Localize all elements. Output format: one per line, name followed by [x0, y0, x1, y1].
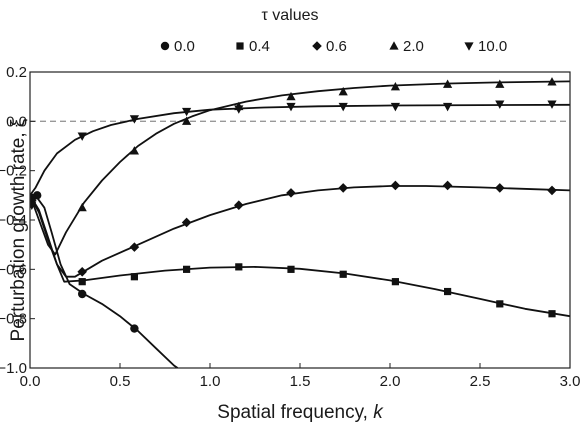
data-point-0.4: [548, 310, 556, 318]
legend-marker-2.0: [389, 41, 399, 50]
data-point-0.6: [442, 180, 453, 191]
data-point-2.0: [443, 79, 453, 88]
legend-marker-0.6: [312, 41, 322, 51]
data-point-0.4: [287, 265, 295, 273]
data-point-0.6: [129, 242, 140, 252]
legend-label: 0.4: [249, 38, 270, 55]
legend-item-10.0: 10.0: [464, 38, 507, 55]
x-axis-title: Spatial frequency, k: [217, 402, 384, 423]
x-tick-label: 1.5: [290, 373, 311, 390]
series-line-0.0: [30, 194, 179, 368]
data-point-0.6: [390, 180, 401, 191]
plot-frame: [29, 71, 571, 369]
series-line-0.6: [30, 185, 570, 278]
x-tick-label: 0.5: [110, 373, 131, 390]
data-point-2.0: [338, 86, 348, 96]
y-axis-title: Perturbation growth rate, ξ: [8, 118, 29, 341]
legend-label: 10.0: [478, 38, 507, 55]
data-point-0.6: [547, 185, 557, 196]
data-point-0.4: [183, 265, 191, 273]
data-point-0.6: [338, 183, 348, 193]
data-point-0.4: [391, 278, 399, 286]
x-tick-label: 0.0: [20, 373, 41, 390]
y-tick-label: −1.0: [0, 360, 27, 377]
data-point-0.4: [130, 273, 138, 281]
legend-marker-10.0: [464, 42, 474, 51]
x-tick-label: 3.0: [560, 373, 581, 390]
data-point-2.0: [286, 91, 296, 101]
legend-label: 0.6: [326, 38, 347, 55]
data-point-0.4: [78, 278, 86, 286]
y-tick-label: −0.4: [0, 212, 27, 229]
legend-item-0.4: 0.4: [236, 38, 270, 55]
series-0.4: [30, 194, 570, 318]
data-point-10.0: [390, 102, 400, 112]
legend-item-2.0: 2.0: [389, 38, 424, 55]
x-tick-label: 2.5: [470, 373, 491, 390]
data-point-0.6: [77, 267, 87, 277]
series-line-2.0: [30, 80, 570, 256]
data-point-10.0: [234, 105, 244, 114]
y-tick-label: −0.8: [0, 311, 27, 328]
legend-item-0.6: 0.6: [312, 38, 347, 55]
data-point-10.0: [129, 115, 139, 124]
x-tick-label: 1.0: [200, 373, 221, 390]
data-point-10.0: [182, 107, 192, 117]
data-point-2.0: [182, 116, 192, 125]
x-axis-title-text: Spatial frequency,: [217, 402, 373, 423]
data-point-0.4: [496, 300, 504, 308]
data-point-0.0: [130, 324, 139, 333]
y-tick-label: 0.2: [6, 64, 27, 81]
data-point-2.0: [495, 79, 505, 88]
legend-item-0.0: 0.0: [160, 38, 195, 55]
data-point-0.4: [339, 270, 347, 278]
data-point-10.0: [443, 102, 453, 112]
series-line-10.0: [30, 103, 570, 196]
x-axis-title-variable: k: [373, 402, 384, 423]
plot-area: [30, 77, 570, 368]
series-0.0: [30, 191, 179, 368]
y-axis: 0.2 0.0 −0.2 −0.4 −0.6 −0.8 −1.0: [0, 64, 35, 377]
data-point-10.0: [338, 102, 348, 112]
data-point-0.6: [495, 183, 505, 193]
legend-title: τ values: [261, 7, 318, 24]
data-point-0.6: [286, 188, 296, 198]
y-tick-label: −0.2: [0, 163, 27, 180]
data-point-0.0: [78, 289, 87, 299]
data-point-0.6: [234, 200, 244, 210]
x-axis: 0.0 0.5 1.0 1.5 2.0 2.5 3.0: [20, 363, 581, 390]
data-point-0.4: [444, 287, 452, 296]
data-point-0.4: [235, 263, 243, 271]
legend-marker-0.0: [160, 41, 170, 51]
legend: τ values 0.0 0.4 0.6 2.0 10.0: [160, 7, 507, 55]
data-point-2.0: [547, 77, 557, 86]
data-point-2.0: [129, 146, 139, 155]
legend-label: 2.0: [403, 38, 424, 55]
series-10.0: [30, 100, 570, 210]
y-tick-label: 0.0: [6, 113, 27, 130]
data-point-10.0: [30, 201, 37, 210]
legend-marker-0.4: [236, 42, 244, 50]
series-0.6: [30, 180, 570, 278]
y-tick-label: −0.6: [0, 261, 27, 278]
data-point-2.0: [77, 202, 87, 212]
data-point-10.0: [286, 102, 296, 112]
x-tick-label: 2.0: [380, 373, 401, 390]
data-point-10.0: [77, 132, 87, 141]
series-2.0: [30, 77, 570, 256]
data-point-10.0: [547, 100, 557, 109]
data-point-0.6: [181, 217, 192, 228]
data-point-2.0: [390, 82, 400, 91]
data-point-10.0: [495, 100, 505, 109]
legend-label: 0.0: [174, 38, 195, 55]
